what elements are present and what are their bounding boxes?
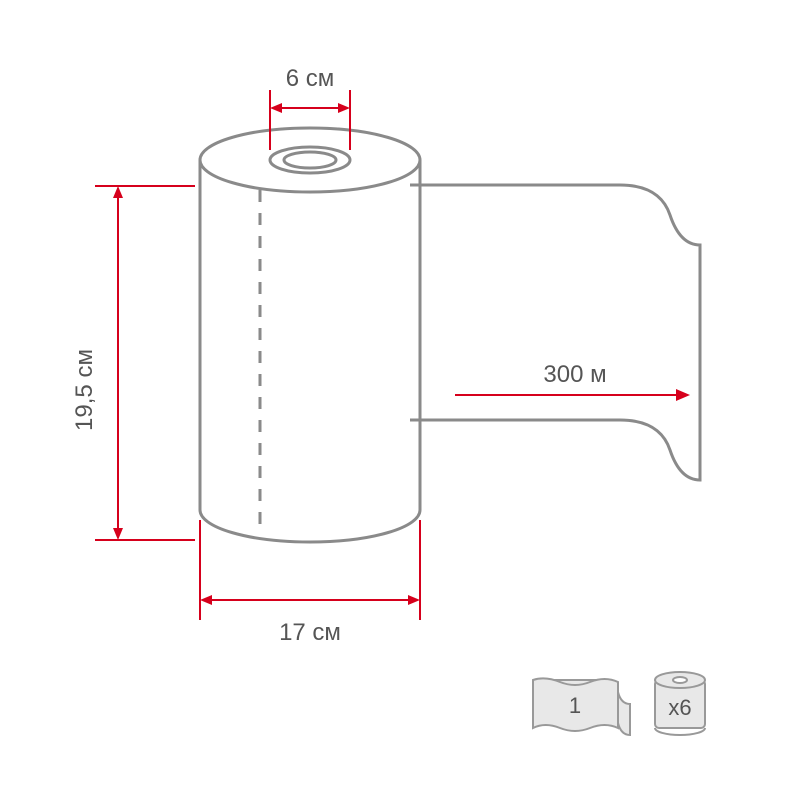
- core-diameter-label: 6 см: [286, 65, 335, 92]
- paper-sheet: [410, 185, 700, 480]
- roll-body: [200, 128, 420, 542]
- ply-count-label: 1: [569, 693, 581, 718]
- legend-pack: x6: [655, 672, 705, 735]
- legend: 1 x6: [533, 672, 705, 735]
- dimension-sheet-length: 300 м: [455, 361, 690, 401]
- legend-ply: 1: [533, 678, 618, 731]
- sheet-length-label: 300 м: [543, 361, 606, 388]
- roll-diameter-label: 17 см: [279, 619, 341, 646]
- pack-count-label: x6: [668, 695, 691, 720]
- roll-height-label: 19,5 см: [71, 349, 98, 431]
- dimension-roll-diameter: 17 см: [200, 520, 420, 646]
- dimension-roll-height: 19,5 см: [71, 186, 195, 540]
- diagram-canvas: 6 см 19,5 см 17 см 300 м 1: [0, 0, 800, 800]
